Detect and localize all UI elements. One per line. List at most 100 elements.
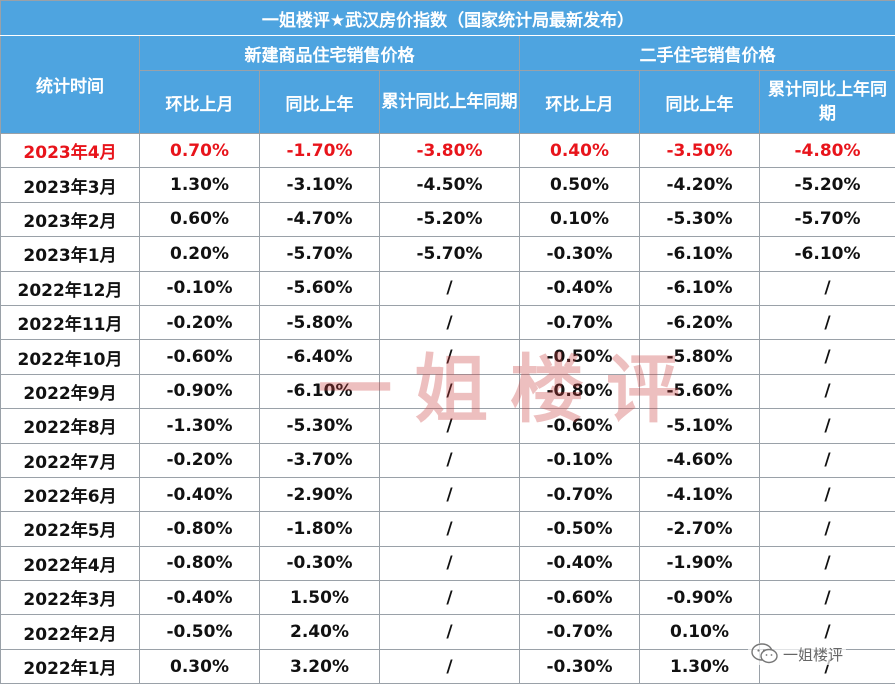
table-body: 2023年4月 0.70% -1.70% -3.80% 0.40% -3.50% -4.80… <box>0 132 895 685</box>
wechat-label: 一姐楼评 <box>783 645 844 664</box>
cell-sec-yoy: -6.10% <box>639 270 760 306</box>
cell-new-cum: / <box>379 304 520 341</box>
cell-new-cum: / <box>379 442 520 478</box>
cell-month: 2023年1月 <box>0 236 140 272</box>
cell-new-mom: -0.90% <box>139 373 260 410</box>
table-row: 2022年1月 0.30% 3.20% / -0.30% 1.30% / <box>0 648 895 685</box>
cell-sec-mom: -0.70% <box>519 614 640 650</box>
table-row: 2022年6月 -0.40% -2.90% / -0.70% -4.10% / <box>0 476 895 513</box>
cell-new-mom: 0.60% <box>139 201 260 238</box>
cell-new-cum: / <box>379 614 520 650</box>
cell-sec-yoy: 0.10% <box>639 614 760 650</box>
cell-sec-yoy: 1.30% <box>639 648 760 685</box>
cell-month: 2022年2月 <box>0 614 140 650</box>
cell-new-mom: -1.30% <box>139 408 260 444</box>
time-column-header: 统计时间 <box>0 35 140 134</box>
cell-sec-mom: -0.10% <box>519 442 640 478</box>
cell-month: 2022年7月 <box>0 442 140 478</box>
cell-new-cum: / <box>379 339 520 375</box>
cell-month: 2023年4月 <box>0 132 140 169</box>
cell-sec-yoy: -1.90% <box>639 545 760 582</box>
table-row: 2023年2月 0.60% -4.70% -5.20% 0.10% -5.30% -5.70… <box>0 201 895 238</box>
table-row: 2022年11月 -0.20% -5.80% / -0.70% -6.20% / <box>0 304 895 341</box>
cell-month: 2022年4月 <box>0 545 140 582</box>
wechat-icon <box>751 643 778 664</box>
cell-new-yoy: 2.40% <box>259 614 380 650</box>
cell-new-yoy: -1.80% <box>259 511 380 547</box>
cell-sec-yoy: -2.70% <box>639 511 760 547</box>
table-row: 2022年10月 -0.60% -6.40% / -0.50% -5.80% / <box>0 339 895 375</box>
cell-new-cum: -5.20% <box>379 201 520 238</box>
cell-sec-yoy: -6.10% <box>639 236 760 272</box>
table-row: 2022年12月 -0.10% -5.60% / -0.40% -6.10% / <box>0 270 895 306</box>
cell-sec-cum: / <box>758 339 895 375</box>
cell-sec-mom: 0.10% <box>519 201 640 238</box>
cell-month: 2022年12月 <box>0 270 140 306</box>
cell-sec-mom: -0.30% <box>519 236 640 272</box>
cell-new-mom: 0.30% <box>139 648 260 685</box>
cell-month: 2023年3月 <box>0 167 140 203</box>
cell-new-mom: -0.40% <box>139 580 260 616</box>
cell-sec-cum: / <box>758 442 895 478</box>
cell-new-yoy: 3.20% <box>259 648 380 685</box>
cell-new-mom: 0.20% <box>139 236 260 272</box>
cell-sec-cum: / <box>758 408 895 444</box>
cell-new-yoy: -3.70% <box>259 442 380 478</box>
cell-new-yoy: 1.50% <box>259 580 380 616</box>
cell-sec-cum: -5.70% <box>758 201 895 238</box>
cell-new-mom: -0.40% <box>139 476 260 513</box>
cell-sec-yoy: -5.10% <box>639 408 760 444</box>
cell-new-yoy: -3.10% <box>259 167 380 203</box>
cell-sec-mom: -0.40% <box>519 545 640 582</box>
new-cum-header: 累计同比上年同期 <box>379 70 520 134</box>
cell-new-cum: / <box>379 580 520 616</box>
table-row: 2022年8月 -1.30% -5.30% / -0.60% -5.10% / <box>0 408 895 444</box>
cell-sec-cum: / <box>758 476 895 513</box>
new-mom-header: 环比上月 <box>139 70 260 134</box>
cell-new-yoy: -0.30% <box>259 545 380 582</box>
cell-month: 2022年11月 <box>0 304 140 341</box>
cell-new-yoy: -2.90% <box>259 476 380 513</box>
cell-sec-yoy: -3.50% <box>639 132 760 169</box>
table-row: 2022年4月 -0.80% -0.30% / -0.40% -1.90% / <box>0 545 895 582</box>
cell-sec-cum: / <box>758 373 895 410</box>
cell-new-cum: / <box>379 270 520 306</box>
cell-new-mom: -0.10% <box>139 270 260 306</box>
cell-sec-mom: -0.60% <box>519 408 640 444</box>
cell-new-mom: -0.60% <box>139 339 260 375</box>
cell-sec-mom: -0.80% <box>519 373 640 410</box>
sec-mom-header: 环比上月 <box>519 70 640 134</box>
table-row: 2022年3月 -0.40% 1.50% / -0.60% -0.90% / <box>0 580 895 616</box>
cell-new-cum: / <box>379 545 520 582</box>
table-row: 2022年7月 -0.20% -3.70% / -0.10% -4.60% / <box>0 442 895 478</box>
cell-new-yoy: -5.70% <box>259 236 380 272</box>
second-hand-group-header: 二手住宅销售价格 <box>518 35 895 71</box>
cell-new-yoy: -6.10% <box>259 373 380 410</box>
cell-month: 2023年2月 <box>0 201 140 238</box>
cell-sec-mom: 0.50% <box>519 167 640 203</box>
table-row: 2023年1月 0.20% -5.70% -5.70% -0.30% -6.10% -6.1… <box>0 236 895 272</box>
cell-sec-mom: -0.60% <box>519 580 640 616</box>
table-title: 一姐楼评★武汉房价指数（国家统计局最新发布） <box>0 0 895 36</box>
table-row: 2023年4月 0.70% -1.70% -3.80% 0.40% -3.50% -4.80… <box>0 132 895 169</box>
cell-new-cum: / <box>379 648 520 685</box>
cell-new-cum: -3.80% <box>379 132 520 169</box>
sec-yoy-header: 同比上年 <box>639 70 760 134</box>
cell-sec-yoy: -5.60% <box>639 373 760 410</box>
cell-new-mom: -0.50% <box>139 614 260 650</box>
cell-sec-mom: -0.70% <box>519 476 640 513</box>
cell-new-mom: -0.80% <box>139 511 260 547</box>
cell-month: 2022年1月 <box>0 648 140 685</box>
new-housing-group-header: 新建商品住宅销售价格 <box>139 35 520 71</box>
cell-sec-mom: -0.40% <box>519 270 640 306</box>
cell-month: 2022年3月 <box>0 580 140 616</box>
cell-sec-yoy: -4.20% <box>639 167 760 203</box>
cell-month: 2022年9月 <box>0 373 140 410</box>
cell-sec-cum: / <box>758 270 895 306</box>
cell-new-yoy: -5.60% <box>259 270 380 306</box>
cell-new-mom: -0.80% <box>139 545 260 582</box>
cell-sec-yoy: -5.80% <box>639 339 760 375</box>
cell-new-mom: -0.20% <box>139 442 260 478</box>
table-row: 2022年5月 -0.80% -1.80% / -0.50% -2.70% / <box>0 511 895 547</box>
